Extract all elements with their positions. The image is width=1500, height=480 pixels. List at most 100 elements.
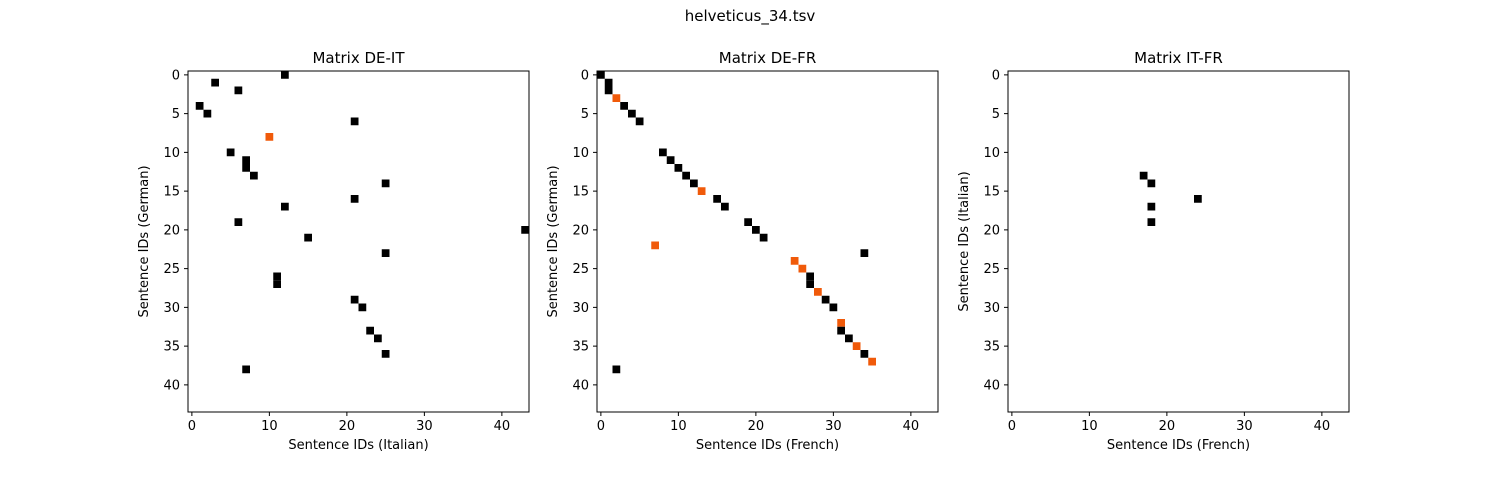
y-tick-label: 20 <box>163 223 180 238</box>
cell-match <box>806 272 814 281</box>
x-axis-label: Sentence IDs (Italian) <box>288 438 428 453</box>
cell-match <box>234 218 243 226</box>
cell-match <box>744 218 752 226</box>
y-axis-label: Sentence IDs (German) <box>137 165 152 317</box>
y-tick-label: 25 <box>983 262 1000 277</box>
y-tick-label: 35 <box>572 340 589 355</box>
cell-match <box>821 295 830 304</box>
x-tick-label: 20 <box>1159 419 1176 434</box>
cell-highlight <box>651 241 659 250</box>
cell-match <box>350 195 359 203</box>
cell-match <box>806 280 814 288</box>
y-tick-label: 30 <box>163 301 180 316</box>
cell-match <box>1147 218 1156 226</box>
heatmap-de-it: 0 10 20 30 40 0 5 10 15 20 25 30 35 40 Matrix DE-IT Sen… <box>137 49 530 453</box>
cell-match <box>752 226 760 234</box>
y-tick-label: 0 <box>581 68 589 83</box>
x-tick-label: 10 <box>670 419 687 434</box>
cell-match <box>366 326 374 335</box>
plot-frame <box>187 70 530 413</box>
cell-match <box>521 226 529 234</box>
cell-match <box>674 164 683 172</box>
cell-match <box>829 303 838 312</box>
x-tick-label: 30 <box>825 419 842 434</box>
heatmap-it-fr: 0 10 20 30 40 0 5 10 15 20 25 30 35 40 Matrix IT-FR Sen… <box>957 49 1350 453</box>
x-axis-label: Sentence IDs (French) <box>1107 438 1250 453</box>
plot-area <box>1007 70 1350 413</box>
cell-match <box>203 109 212 118</box>
cell-highlight <box>852 342 861 350</box>
x-tick-label: 10 <box>261 419 278 434</box>
cell-match <box>628 109 636 118</box>
x-tick-label: 40 <box>494 419 511 434</box>
x-tick-label: 30 <box>416 419 433 434</box>
x-tick-label: 20 <box>748 419 765 434</box>
cell-match <box>242 156 250 164</box>
x-tick-label: 40 <box>903 419 920 434</box>
cell-match <box>381 179 390 188</box>
y-tick-label: 40 <box>163 378 180 393</box>
cell-match <box>350 295 359 304</box>
cell-match <box>211 78 219 87</box>
cell-match <box>682 171 690 180</box>
cell-highlight <box>612 94 621 102</box>
x-tick-label: 10 <box>1081 419 1098 434</box>
cell-match <box>381 350 390 358</box>
y-tick-label: 30 <box>983 301 1000 316</box>
cell-match <box>1194 195 1202 203</box>
cell-match <box>358 303 367 312</box>
cell-match <box>350 117 359 126</box>
y-tick-label: 25 <box>163 262 180 277</box>
cell-match <box>374 334 382 343</box>
cell-match <box>242 365 250 374</box>
y-tick-label: 10 <box>572 146 589 161</box>
cell-match <box>666 156 675 164</box>
cell-match <box>690 179 698 188</box>
cell-match <box>281 71 289 79</box>
cell-highlight <box>798 264 807 273</box>
plot-frame <box>596 70 939 413</box>
cell-match <box>273 280 281 288</box>
cell-match <box>612 365 621 374</box>
cell-match <box>250 171 258 180</box>
x-tick-label: 20 <box>339 419 356 434</box>
cell-match <box>273 272 281 281</box>
cell-match <box>226 148 235 157</box>
cell-match <box>713 195 721 203</box>
y-tick-label: 5 <box>581 107 589 122</box>
y-tick-label: 0 <box>172 68 180 83</box>
cell-match <box>845 334 853 343</box>
y-tick-label: 35 <box>163 340 180 355</box>
cell-match <box>759 233 768 242</box>
y-tick-label: 0 <box>992 68 1000 83</box>
cell-match <box>860 249 869 257</box>
cell-match <box>304 233 312 242</box>
plot-frame <box>1007 70 1350 413</box>
cell-match <box>195 102 204 110</box>
y-axis-label: Sentence IDs (German) <box>546 165 561 317</box>
cell-match <box>381 249 390 257</box>
cell-highlight <box>868 357 876 366</box>
y-tick-label: 10 <box>163 146 180 161</box>
x-tick-label: 40 <box>1314 419 1331 434</box>
cell-match <box>242 164 250 172</box>
cell-match <box>659 148 667 157</box>
cell-match <box>234 86 243 95</box>
cell-match <box>1147 202 1156 211</box>
cell-match <box>604 78 613 87</box>
plot-area <box>187 70 530 413</box>
y-tick-label: 15 <box>572 185 589 200</box>
cell-match <box>597 71 605 79</box>
y-tick-label: 5 <box>172 107 180 122</box>
chart-title: Matrix DE-FR <box>719 49 817 67</box>
x-tick-label: 0 <box>597 419 605 434</box>
x-tick-label: 30 <box>1236 419 1253 434</box>
y-tick-label: 40 <box>983 378 1000 393</box>
y-tick-label: 20 <box>572 223 589 238</box>
cell-highlight <box>790 257 799 265</box>
chart-title: Matrix IT-FR <box>1134 49 1223 67</box>
cell-match <box>837 326 845 335</box>
cell-match <box>604 86 613 95</box>
cell-match <box>860 350 869 358</box>
cell-match <box>1139 171 1148 180</box>
